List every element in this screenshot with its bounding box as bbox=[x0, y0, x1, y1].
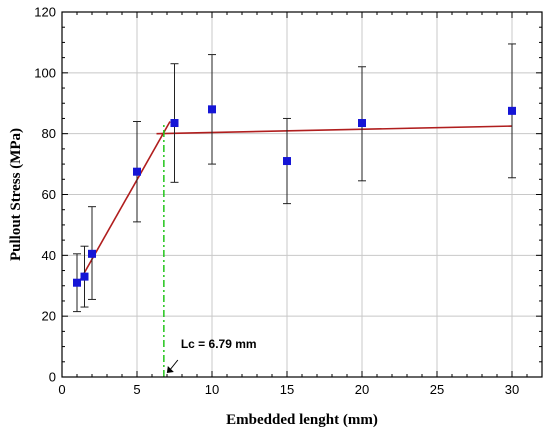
major-ticks bbox=[61, 11, 542, 378]
y-tick-label: 100 bbox=[34, 65, 56, 80]
data-point bbox=[170, 119, 179, 128]
fit-line bbox=[76, 121, 171, 287]
data-point bbox=[208, 105, 216, 114]
data-markers bbox=[73, 105, 516, 287]
y-tick-label: 20 bbox=[42, 309, 56, 324]
annotation: Lc = 6.79 mm bbox=[166, 337, 257, 373]
data-point bbox=[508, 106, 516, 115]
error-bars bbox=[73, 43, 516, 313]
x-tick-label: 20 bbox=[355, 382, 369, 397]
data-point bbox=[88, 249, 96, 258]
y-tick-label: 60 bbox=[42, 187, 56, 202]
y-tick-label: 40 bbox=[42, 248, 56, 263]
y-tick-labels: 0 20 40 60 80 100 120 bbox=[34, 5, 56, 385]
data-point bbox=[73, 278, 81, 287]
grid bbox=[62, 12, 542, 377]
x-tick-label: 15 bbox=[280, 382, 294, 397]
data-point bbox=[283, 157, 291, 166]
data-point bbox=[358, 119, 366, 128]
annotation-arrowhead bbox=[166, 366, 174, 373]
x-tick-label: 5 bbox=[133, 382, 140, 397]
annotation-arrow bbox=[169, 359, 179, 371]
x-axis-title: Embedded lenght (mm) bbox=[226, 412, 378, 428]
data-point bbox=[80, 272, 89, 281]
x-tick-label: 30 bbox=[505, 382, 519, 397]
x-tick-label: 10 bbox=[205, 382, 219, 397]
fit-line bbox=[156, 125, 513, 135]
data-point bbox=[133, 167, 141, 176]
y-tick-label: 0 bbox=[49, 370, 56, 385]
x-tick-labels: 0 5 10 15 20 25 30 bbox=[58, 382, 519, 397]
y-axis-title: Pullout Stress (MPa) bbox=[8, 128, 24, 261]
plot-frame bbox=[61, 11, 543, 378]
x-tick-label: 25 bbox=[430, 382, 444, 397]
y-tick-label: 120 bbox=[34, 5, 56, 20]
y-tick-label: 80 bbox=[42, 126, 56, 141]
x-tick-label: 0 bbox=[58, 382, 65, 397]
annotation-label: Lc = 6.79 mm bbox=[181, 337, 257, 351]
fit-lines bbox=[76, 121, 513, 287]
